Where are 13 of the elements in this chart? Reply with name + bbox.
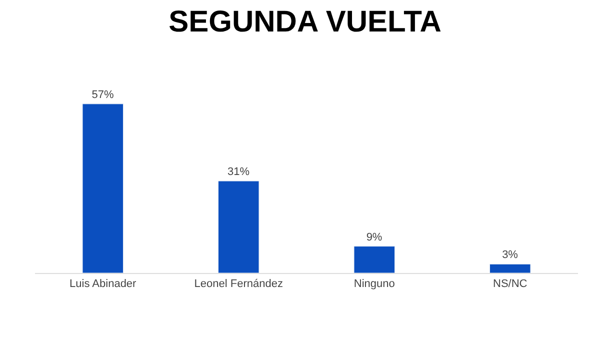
bar xyxy=(82,104,124,273)
data-label: 31% xyxy=(228,166,250,178)
data-label: 57% xyxy=(92,88,114,101)
x-tick-label: Ninguno xyxy=(354,278,395,290)
data-label: 3% xyxy=(502,249,518,262)
bar xyxy=(218,180,260,273)
x-tick-label: Leonel Fernández xyxy=(194,278,283,290)
bar xyxy=(354,246,395,273)
chart-title: SEGUNDA VUELTA xyxy=(168,5,442,38)
x-tick-label: Luis Abinader xyxy=(70,278,137,290)
x-tick-label: NS/NC xyxy=(493,278,528,290)
data-label: 9% xyxy=(366,231,382,244)
bar xyxy=(490,264,531,273)
